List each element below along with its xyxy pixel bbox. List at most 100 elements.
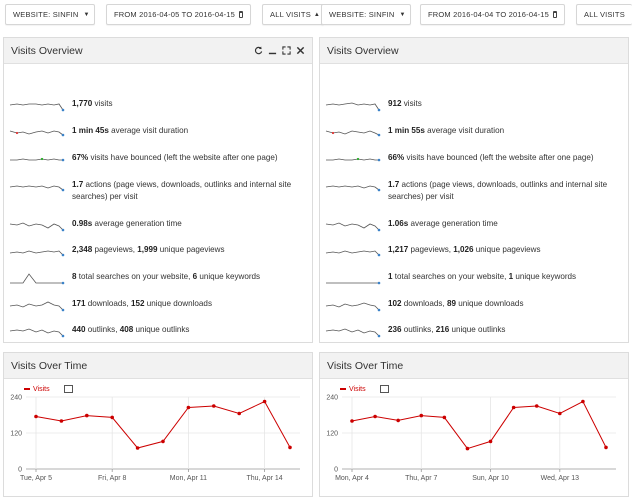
legend-label[interactable]: Visits <box>349 385 366 393</box>
y-tick-label: 240 <box>326 395 338 402</box>
data-point[interactable] <box>212 404 216 408</box>
data-point[interactable] <box>373 414 377 419</box>
data-point[interactable] <box>604 445 608 450</box>
y-tick-label: 0 <box>334 467 338 474</box>
metric-label: visits have bounced (left the website af… <box>404 153 594 162</box>
legend-label[interactable]: Visits <box>33 385 50 393</box>
metric-label: unique keywords <box>197 272 261 281</box>
data-point[interactable] <box>186 405 191 410</box>
metric-label: actions (page views, downloads, outlinks… <box>388 180 608 201</box>
export-image-icon[interactable] <box>63 385 73 393</box>
metric-value: 1.06s <box>388 219 409 228</box>
data-point[interactable] <box>110 415 114 420</box>
legend-swatch <box>340 388 346 390</box>
sparkline <box>325 302 381 312</box>
metric-value: 1 <box>388 272 393 281</box>
sparkline <box>9 185 65 192</box>
metric-value: 171 <box>72 299 86 308</box>
metric-value: 1 min 55s <box>388 126 425 135</box>
data-point[interactable] <box>534 404 539 408</box>
export-image-icon[interactable] <box>379 385 389 393</box>
data-point[interactable] <box>288 445 292 450</box>
metric-value: 1.7 <box>388 180 400 189</box>
metric-value: 1 min 45s <box>72 126 109 135</box>
segment-selector-label: ALL VISITS <box>584 10 625 19</box>
maximise-icon[interactable] <box>282 46 291 55</box>
website-selector-label: WEBSITE: SINFIN <box>13 10 79 19</box>
x-tick-label: Thu, Apr 7 <box>405 475 437 482</box>
metric-label: outlinks, <box>401 325 436 334</box>
widget-title: Visits Overview <box>327 44 399 57</box>
metric-label: visits <box>92 99 113 108</box>
metric-value: 0.98s <box>72 219 93 228</box>
data-point[interactable] <box>161 439 165 444</box>
y-tick-label: 120 <box>326 431 338 438</box>
sparkline <box>325 250 381 257</box>
metric-value: 66% <box>388 153 405 162</box>
period-selector[interactable]: FROM 2016-04-04 TO 2016-04-15 <box>420 4 565 25</box>
period-selector[interactable]: FROM 2016-04-05 TO 2016-04-15 <box>106 4 251 25</box>
y-tick-label: 240 <box>10 395 22 402</box>
metric-value: 236 <box>388 325 402 334</box>
top-controls: WEBSITE: SINFIN ▼ FROM 2016-04-05 TO 201… <box>0 4 324 26</box>
sparkline <box>9 250 65 257</box>
data-point[interactable] <box>85 413 89 418</box>
sparkline <box>325 222 381 232</box>
data-point[interactable] <box>262 399 267 404</box>
y-tick-label: 120 <box>10 431 22 438</box>
widget-title: Visits Over Time <box>11 359 88 372</box>
segment-selector[interactable]: ALL VISITS ▲ <box>262 4 324 25</box>
sparkline <box>325 130 381 137</box>
visits-overview-widget: Visits Overview 912 visits 1 min 55s ave… <box>319 37 629 362</box>
sparkline <box>10 157 65 162</box>
data-point[interactable] <box>135 446 140 450</box>
data-point[interactable] <box>442 415 447 420</box>
data-point[interactable] <box>396 418 400 423</box>
metric-label: average visit duration <box>108 126 189 135</box>
sparkline <box>9 103 65 112</box>
sparkline <box>9 301 65 312</box>
website-selector[interactable]: WEBSITE: SINFIN ▼ <box>321 4 411 25</box>
visits-overview-widget: Visits Overview 1,770 visits 1 min 45s a… <box>3 37 313 362</box>
metric-value: 1,770 <box>72 99 93 108</box>
sparkline <box>326 281 381 285</box>
segment-icon: ▲ <box>313 11 321 18</box>
metric-value: 67% <box>72 153 89 162</box>
data-point[interactable] <box>558 411 562 416</box>
minimise-icon[interactable] <box>268 46 277 55</box>
metric-value: 2,348 <box>72 245 93 254</box>
metric-label: visits have bounced (left the website af… <box>88 153 278 162</box>
chevron-down-icon: ▼ <box>399 11 406 18</box>
data-point[interactable] <box>419 413 424 418</box>
data-point[interactable] <box>350 419 354 423</box>
data-point[interactable] <box>581 399 585 404</box>
metric-value: 408 <box>119 325 134 334</box>
segment-selector[interactable]: ALL VISITS <box>576 4 632 25</box>
data-point[interactable] <box>34 414 38 419</box>
metric-label: total searches on your website, <box>76 272 193 281</box>
data-point[interactable] <box>511 405 516 410</box>
sparkline <box>326 157 381 162</box>
chart-legend: Visits <box>340 385 389 393</box>
widget-header: Visits Over Time <box>4 353 312 379</box>
website-selector[interactable]: WEBSITE: SINFIN ▼ <box>5 4 95 25</box>
metric-label: pageviews, <box>408 245 454 254</box>
data-point[interactable] <box>237 411 241 416</box>
metric-label: average visit duration <box>424 126 505 135</box>
metric-label: unique downloads <box>455 299 524 308</box>
visits-over-time-widget: Visits Over Time Visits 0 120 240 Mon, Apr … <box>319 352 629 497</box>
data-point[interactable] <box>59 419 64 423</box>
metric-value: 1,217 <box>388 245 409 254</box>
widget-title: Visits Over Time <box>327 359 404 372</box>
website-selector-label: WEBSITE: SINFIN <box>329 10 395 19</box>
y-tick-label: 0 <box>18 467 22 474</box>
refresh-icon[interactable] <box>254 46 263 55</box>
data-point[interactable] <box>488 439 493 444</box>
metric-label: average generation time <box>92 219 182 228</box>
x-tick-label: Sun, Apr 10 <box>472 475 509 482</box>
data-point[interactable] <box>465 446 470 451</box>
legend-swatch <box>24 388 30 390</box>
metric-value: 89 <box>446 299 456 308</box>
period-selector-label: FROM 2016-04-04 TO 2016-04-15 <box>428 10 550 19</box>
close-icon[interactable] <box>296 46 305 55</box>
